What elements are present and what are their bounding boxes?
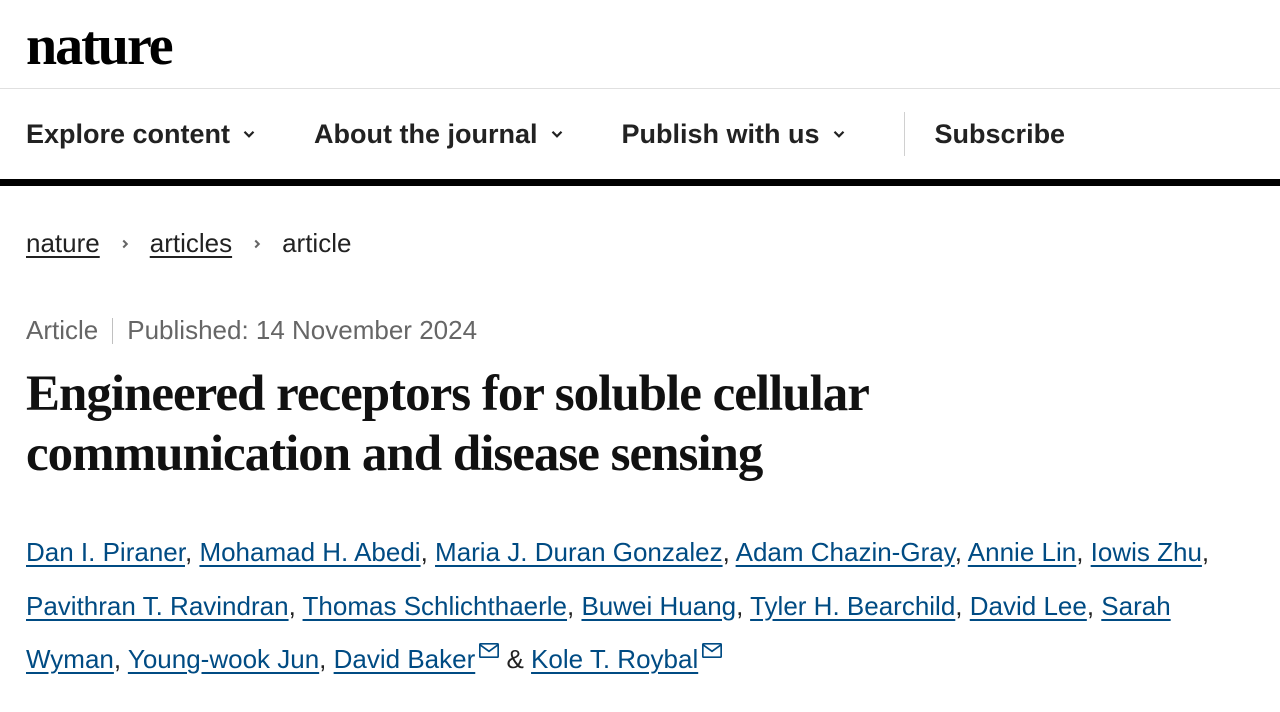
breadcrumb-article: article	[282, 228, 351, 259]
meta-divider	[112, 318, 113, 344]
author-separator: ,	[185, 537, 199, 567]
author-link[interactable]: Pavithran T. Ravindran	[26, 591, 289, 621]
author-separator: ,	[1202, 537, 1209, 567]
author-separator: ,	[1087, 591, 1101, 621]
author-link[interactable]: Young-wook Jun	[128, 644, 319, 674]
author-separator: ,	[736, 591, 750, 621]
author-list: Dan I. Piraner, Mohamad H. Abedi, Maria …	[26, 526, 1254, 686]
author-separator: ,	[114, 644, 128, 674]
nav-item-label: Explore content	[26, 119, 230, 150]
chevron-right-icon	[118, 237, 132, 251]
author-link[interactable]: Mohamad H. Abedi	[199, 537, 420, 567]
author-link[interactable]: Tyler H. Bearchild	[750, 591, 955, 621]
header-rule	[0, 179, 1280, 186]
nav-item-label: Publish with us	[622, 119, 820, 150]
author-separator: ,	[955, 591, 969, 621]
breadcrumb: nature articles article	[26, 228, 1254, 259]
author-separator: ,	[955, 537, 968, 567]
author-separator: ,	[567, 591, 581, 621]
author-link[interactable]: Buwei Huang	[581, 591, 736, 621]
breadcrumb-articles[interactable]: articles	[150, 228, 232, 259]
author-link[interactable]: David Lee	[970, 591, 1087, 621]
author-separator: ,	[319, 644, 333, 674]
header: nature	[0, 0, 1280, 88]
chevron-down-icon	[548, 125, 566, 143]
nav-divider	[904, 112, 905, 156]
article-meta: Article Published: 14 November 2024	[26, 315, 1254, 346]
main-nav: Explore content About the journal Publis…	[0, 89, 1280, 179]
author-link[interactable]: Iowis Zhu	[1091, 537, 1202, 567]
mail-icon	[702, 643, 722, 658]
mail-icon	[479, 643, 499, 658]
author-link[interactable]: Kole T. Roybal	[531, 644, 698, 674]
nav-item-label: About the journal	[314, 119, 537, 150]
chevron-right-icon	[250, 237, 264, 251]
author-link[interactable]: Dan I. Piraner	[26, 537, 185, 567]
author-separator: ,	[289, 591, 303, 621]
author-link[interactable]: Annie Lin	[968, 537, 1076, 567]
author-separator: ,	[1076, 537, 1090, 567]
site-logo[interactable]: nature	[26, 18, 1254, 74]
nav-explore-content[interactable]: Explore content	[26, 119, 258, 150]
article-title: Engineered receptors for soluble cellula…	[26, 364, 986, 484]
author-link[interactable]: Thomas Schlichthaerle	[303, 591, 567, 621]
article-published-date: Published: 14 November 2024	[127, 315, 477, 346]
nav-subscribe[interactable]: Subscribe	[935, 119, 1066, 150]
nav-about-journal[interactable]: About the journal	[314, 119, 565, 150]
author-separator: ,	[421, 537, 435, 567]
breadcrumb-nature[interactable]: nature	[26, 228, 100, 259]
article-content: nature articles article Article Publishe…	[0, 186, 1280, 712]
chevron-down-icon	[240, 125, 258, 143]
author-link[interactable]: Adam Chazin-Gray	[736, 537, 955, 567]
nav-publish-with-us[interactable]: Publish with us	[622, 119, 848, 150]
chevron-down-icon	[830, 125, 848, 143]
author-ampersand: &	[499, 644, 531, 674]
author-link[interactable]: David Baker	[334, 644, 476, 674]
author-separator: ,	[723, 537, 736, 567]
author-link[interactable]: Maria J. Duran Gonzalez	[435, 537, 723, 567]
article-type: Article	[26, 315, 98, 346]
